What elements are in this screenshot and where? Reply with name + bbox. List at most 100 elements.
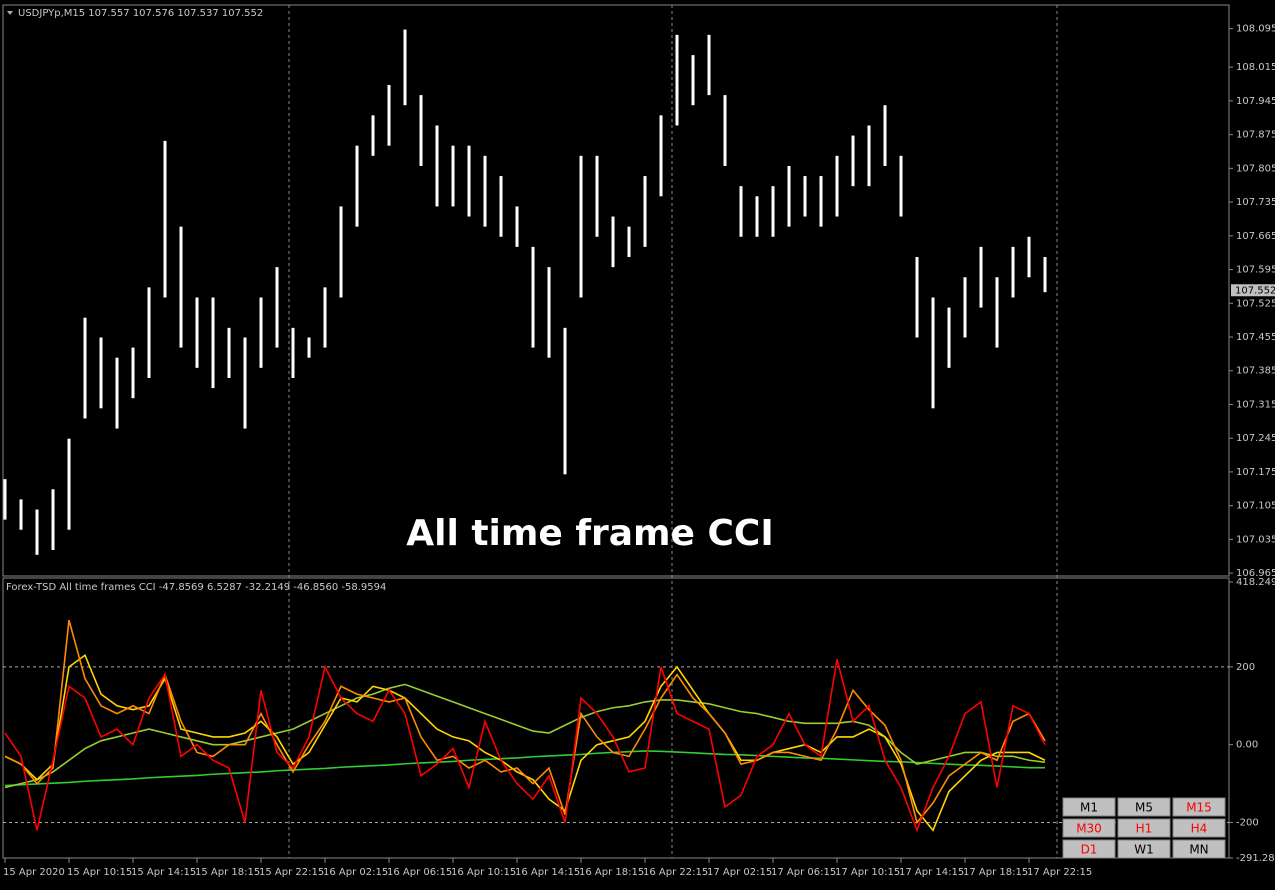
candle [1027,236,1031,278]
button-label[interactable]: MN [1189,843,1208,857]
candle [99,337,103,409]
candle [563,327,567,475]
button-face[interactable] [1172,818,1226,838]
y-tick-label: 107.805 [1236,163,1275,174]
candle [275,267,279,348]
timeframe-button[interactable]: H4 [1172,818,1226,838]
y-tick-label: 107.665 [1236,231,1275,242]
y-tick-label: 107.315 [1236,399,1275,410]
candle [435,125,439,207]
x-tick-label: 17 Apr 14:15 [899,867,964,878]
candle [547,267,551,358]
day-separators [288,5,1058,858]
candle [339,206,343,298]
candle [163,140,167,298]
candle [643,176,647,247]
candle [51,489,55,550]
indicator-panel [2,577,1230,859]
candle [387,84,391,146]
x-tick-label: 15 Apr 14:15 [131,867,196,878]
candle [739,186,743,237]
button-label[interactable]: D1 [1081,843,1098,857]
candle [3,479,7,520]
candle [19,499,23,530]
candle [803,176,807,217]
candle [355,145,359,227]
annotation: All time frame CCI [406,513,774,554]
x-tick-label: 15 Apr 2020 [3,867,65,878]
x-tick-label: 15 Apr 22:15 [259,867,324,878]
button-face[interactable] [1062,797,1116,817]
y-tick-label: 107.385 [1236,366,1275,377]
candle [659,115,663,197]
indicator-header: Forex-TSD All time frames CCI -47.8569 6… [6,582,386,593]
candle [131,347,135,399]
candle [1011,246,1015,298]
button-label[interactable]: W1 [1134,843,1154,857]
timeframe-button[interactable]: D1 [1062,839,1116,859]
y-tick-label: 107.175 [1236,467,1275,478]
candle [707,34,711,96]
candle [579,155,583,298]
y-tick-label: -200 [1236,817,1259,828]
candle [963,277,967,338]
current-price-box [1231,284,1275,297]
y-tick-label: 107.595 [1236,265,1275,276]
candle [227,327,231,378]
x-tick-label: 16 Apr 10:15 [451,867,516,878]
current-price-label: 107.552 [1235,285,1275,296]
candle [403,29,407,106]
button-label[interactable]: M30 [1076,822,1102,836]
button-face[interactable] [1062,839,1116,859]
timeframe-button[interactable]: M15 [1172,797,1226,817]
timeframe-button[interactable]: M5 [1117,797,1171,817]
button-face[interactable] [1172,797,1226,817]
candle [787,165,791,227]
candle [147,287,151,378]
candle [851,135,855,187]
candle [371,115,375,156]
y-tick-label: 107.245 [1236,433,1275,444]
button-face[interactable] [1117,797,1171,817]
candle [611,216,615,268]
button-label[interactable]: M5 [1135,801,1153,815]
candle [195,297,199,368]
candle [515,206,519,247]
x-tick-label: 17 Apr 02:15 [707,867,772,878]
candle [675,34,679,126]
x-tick-label: 17 Apr 18:15 [963,867,1028,878]
y-tick-label: 106.965 [1236,568,1275,579]
timeframe-button[interactable]: W1 [1117,839,1171,859]
button-face[interactable] [1117,818,1171,838]
timeframe-button[interactable]: M1 [1062,797,1116,817]
candle [835,155,839,217]
timeframe-button[interactable]: MN [1172,839,1226,859]
button-face[interactable] [1117,839,1171,859]
timeframe-button[interactable]: M30 [1062,818,1116,838]
button-label[interactable]: M1 [1080,801,1098,815]
cci-line [4,683,1046,789]
y-tick-label: 107.875 [1236,130,1275,141]
x-tick-label: 16 Apr 22:15 [643,867,708,878]
candle [867,125,871,187]
button-face[interactable] [1172,839,1226,859]
candle [771,186,775,237]
button-label[interactable]: H1 [1136,822,1153,836]
y-tick-label: 200 [1236,662,1255,673]
y-tick-label: 418.2493 [1236,577,1275,588]
candle [899,155,903,217]
button-label[interactable]: M15 [1186,801,1212,815]
button-face[interactable] [1062,818,1116,838]
candle [915,257,919,338]
y-tick-label: 107.455 [1236,332,1275,343]
candle [115,357,119,429]
candle [979,246,983,308]
cci-line [4,750,1045,787]
timeframe-button[interactable]: H1 [1117,818,1171,838]
x-tick-label: 16 Apr 14:15 [515,867,580,878]
x-tick-label: 16 Apr 02:15 [323,867,388,878]
x-tick-label: 16 Apr 06:15 [387,867,452,878]
button-label[interactable]: H4 [1191,822,1208,836]
